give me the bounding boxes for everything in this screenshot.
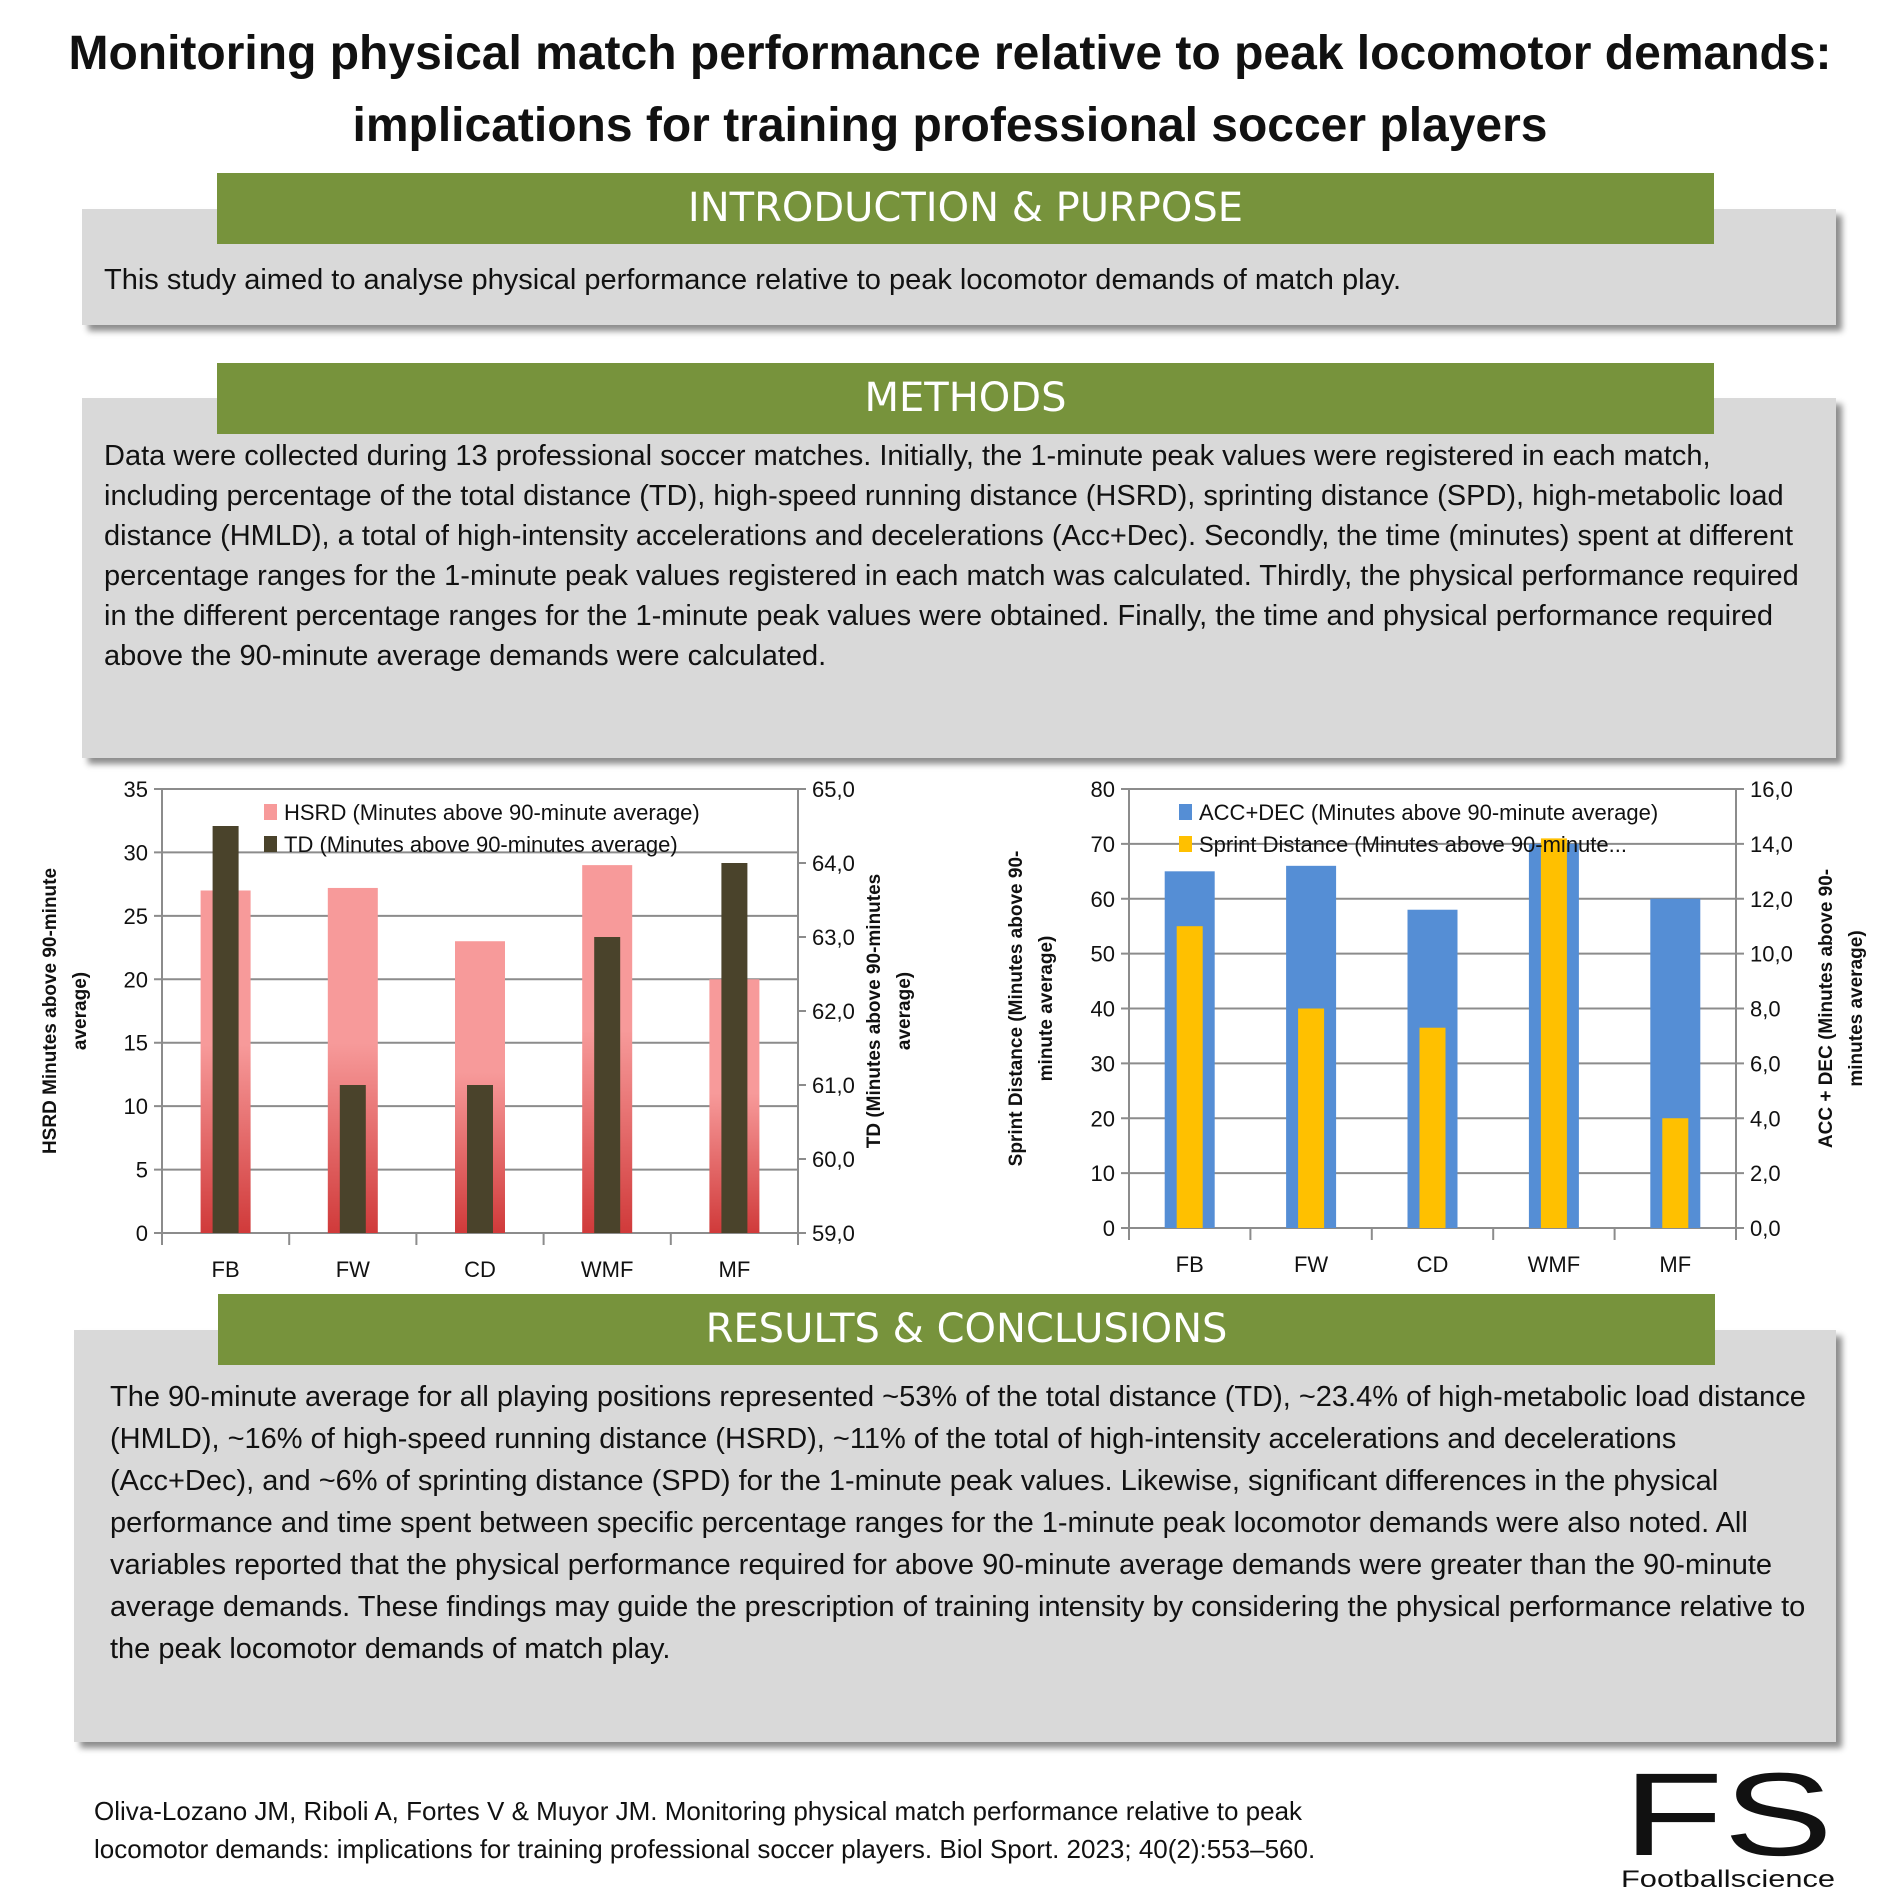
y-axis-title-line: Sprint Distance (Minutes above 90- [1006,851,1027,1167]
svg-text:FS: FS [1623,1755,1833,1881]
y2-tick-label: 60,0 [812,1147,855,1172]
results-heading: RESULTS & CONCLUSIONS [218,1294,1715,1365]
svg-text:Footballscience: Footballscience [1621,1866,1835,1893]
methods-box [82,398,1836,758]
y-axis-title-line: average) [70,972,91,1050]
y-tick-label: 20 [1091,1106,1115,1131]
y2-tick-label: 2,0 [1750,1161,1781,1186]
methods-heading: METHODS [217,363,1714,434]
x-tick-label: CD [1417,1252,1449,1277]
y2-tick-label: 64,0 [812,851,855,876]
y-axis-title-line: minute average) [1036,936,1057,1082]
bar-cd-series-1 [467,1085,493,1233]
y2-tick-label: 6,0 [1750,1051,1781,1076]
bar-fw-series-1 [1298,1008,1325,1228]
x-tick-label: CD [464,1257,496,1282]
y2-axis-title: ACC + DEC (Minutes above 90- minutes aver… [1816,869,1867,1148]
introduction-text: This study aimed to analyse physical per… [104,264,1402,296]
y-axis-title: Sprint Distance (Minutes above 90- minute… [1006,851,1057,1167]
legend-label: TD (Minutes above 90-minutes average) [284,832,678,857]
y-tick-label: 5 [136,1158,148,1183]
y2-tick-label: 63,0 [812,925,855,950]
y-tick-label: 0 [1103,1216,1115,1241]
y-tick-label: 0 [136,1221,148,1246]
y2-tick-label: 0,0 [1750,1216,1781,1241]
sprint-accdec-chart: 0 10 20 30 40 50 60 70 80 0,0 2,0 4,0 6,0 8,0 10,0 12,0… [1006,777,1867,1277]
y-tick-label: 20 [124,967,148,992]
citation-line-1: Oliva-Lozano JM, Riboli A, Fortes V & Mu… [94,1796,1303,1826]
y2-axis-title-line: average) [894,972,915,1050]
y-tick-label: 70 [1091,832,1115,857]
x-tick-label: MF [1659,1252,1691,1277]
y2-tick-label: 65,0 [812,777,855,802]
bar-fw-series-1 [339,1085,366,1233]
results-box [74,1330,1836,1742]
x-tick-label: WMF [1528,1252,1581,1277]
legend-label: Sprint Distance (Minutes above 90-minute… [1199,832,1627,857]
y2-tick-label: 16,0 [1750,777,1793,802]
y2-axis-title-line: TD (Minutes above 90-minutes [864,874,885,1149]
y-tick-label: 35 [124,777,148,802]
bar-cd-series-1 [1419,1027,1446,1228]
x-tick-label: FW [1294,1252,1328,1277]
y2-tick-label: 62,0 [812,999,855,1024]
y-axis-title-line: HSRD Minutes above 90-minute [40,868,61,1154]
bar-mf-series-1 [721,863,748,1233]
y2-tick-label: 61,0 [812,1073,855,1098]
bar-fb-series-1 [1176,926,1203,1228]
x-tick-label: MF [719,1257,751,1282]
y-tick-label: 10 [124,1094,148,1119]
y2-tick-label: 12,0 [1750,887,1793,912]
y-tick-label: 30 [124,840,148,865]
y-tick-label: 40 [1091,997,1115,1022]
y-tick-label: 15 [124,1031,148,1056]
x-tick-label: FB [212,1257,240,1282]
bar-fb-series-1 [212,826,239,1233]
legend-swatch [1179,836,1192,852]
x-tick-label: WMF [581,1257,634,1282]
y2-axis-title: TD (Minutes above 90-minutes average) [864,874,915,1149]
hsrd-td-chart: 0 5 10 15 20 25 30 35 59,0 60,0 61,0 62,0 63,0 64,0 65… [40,777,915,1282]
y2-axis-title-line: ACC + DEC (Minutes above 90- [1816,869,1837,1148]
y-tick-label: 80 [1091,777,1115,802]
introduction-heading: INTRODUCTION & PURPOSE [217,173,1714,244]
footballscience-logo: FS Footballscience [1618,1749,1838,1895]
methods-text: Data were collected during 13 profession… [104,440,1799,672]
bar-wmf-series-1 [594,937,621,1233]
y2-tick-label: 4,0 [1750,1106,1781,1131]
y-tick-label: 30 [1091,1051,1115,1076]
y-tick-label: 10 [1091,1161,1115,1186]
y-axis-title: HSRD Minutes above 90-minute average) [40,868,91,1154]
x-tick-label: FW [336,1257,370,1282]
legend-swatch [264,804,277,820]
citation: Oliva-Lozano JM, Riboli A, Fortes V & Mu… [94,1792,1594,1868]
y2-tick-label: 14,0 [1750,832,1793,857]
legend-label: ACC+DEC (Minutes above 90-minute average… [1199,800,1658,825]
y2-tick-label: 8,0 [1750,997,1781,1022]
x-tick-label: FB [1176,1252,1204,1277]
y2-axis-title-line: minutes average) [1846,930,1867,1086]
y-tick-label: 25 [124,904,148,929]
legend-swatch [264,836,277,852]
y2-tick-label: 59,0 [812,1221,855,1246]
legend-label: HSRD (Minutes above 90-minute average) [284,800,700,825]
citation-line-2: locomotor demands: implications for trai… [94,1834,1316,1864]
legend-swatch [1179,804,1192,820]
y-tick-label: 50 [1091,942,1115,967]
bar-mf-series-1 [1662,1118,1689,1228]
y-tick-label: 60 [1091,887,1115,912]
bar-wmf-series-1 [1540,838,1567,1228]
poster-title: Monitoring physical match performance re… [68,27,1832,152]
y2-tick-label: 10,0 [1750,942,1793,967]
results-text: The 90-minute average for all playing po… [110,1381,1806,1665]
